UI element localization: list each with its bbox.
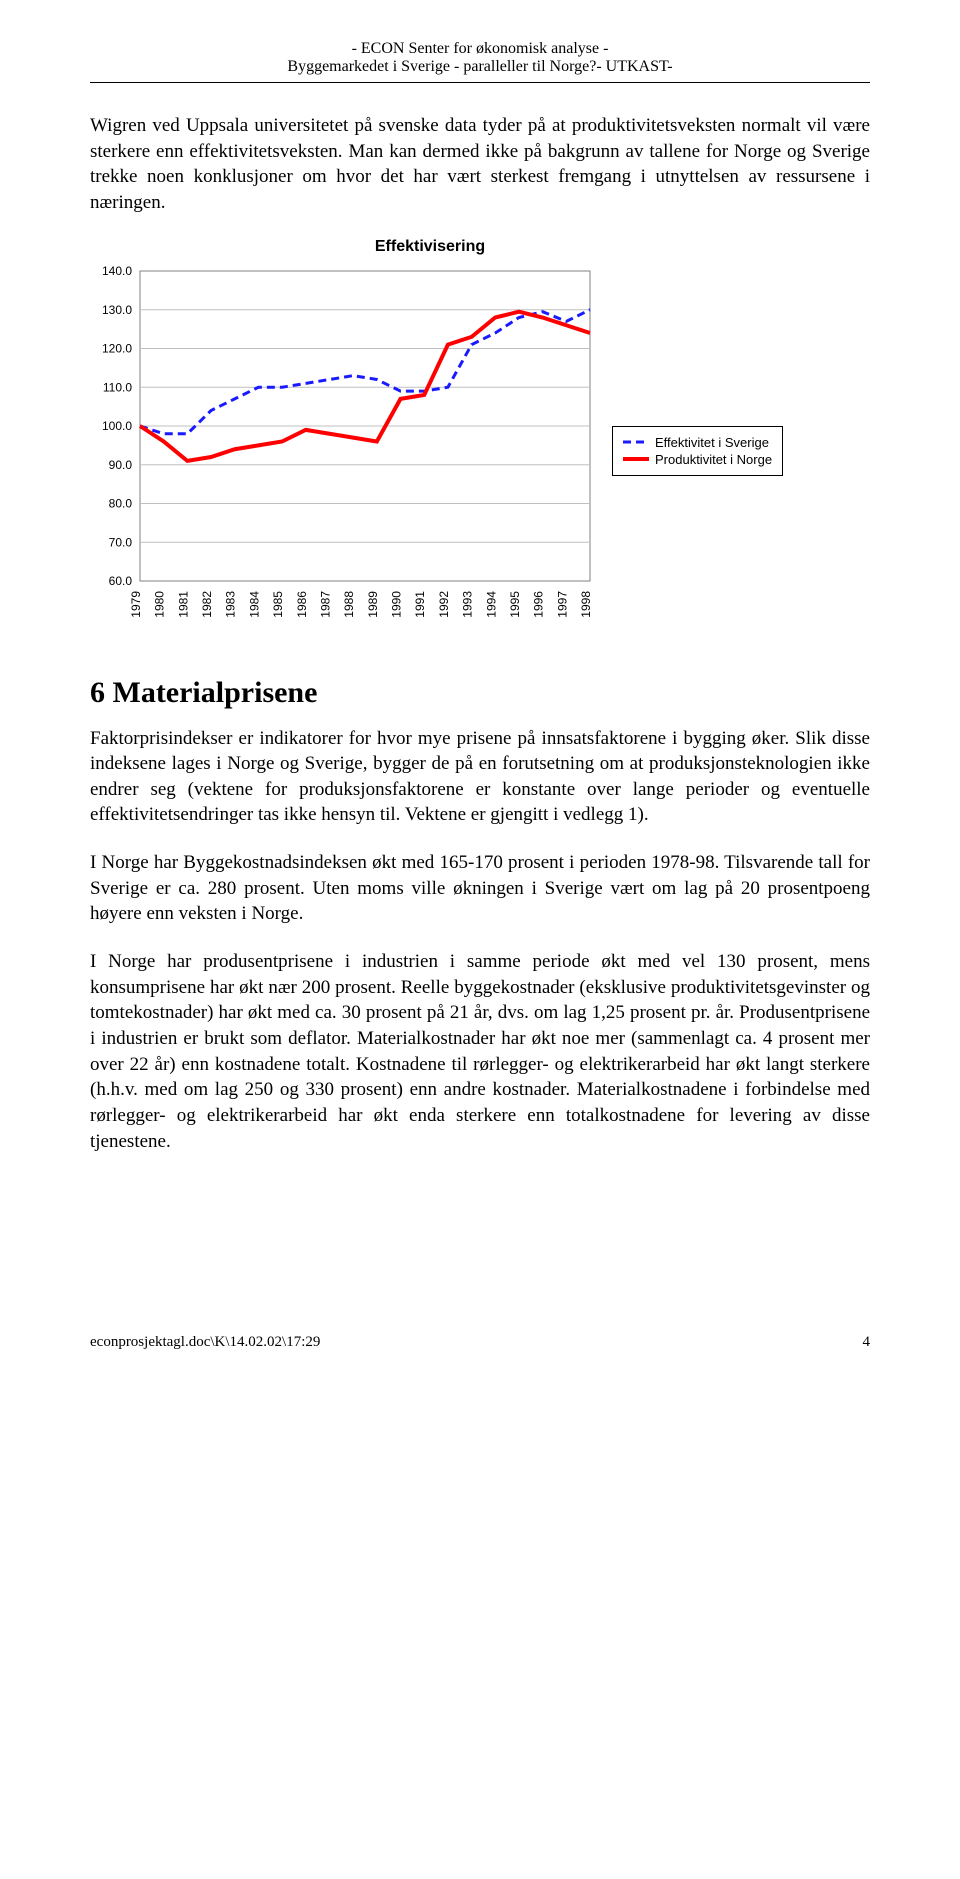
paragraph-3: I Norge har Byggekostnadsindeksen økt me… [90,850,870,927]
svg-text:1992: 1992 [437,590,451,617]
svg-text:1997: 1997 [555,590,569,617]
svg-text:1996: 1996 [532,590,546,617]
svg-text:70.0: 70.0 [109,535,133,549]
svg-text:90.0: 90.0 [109,457,133,471]
header-line-1: - ECON Senter for økonomisk analyse - [90,40,870,58]
svg-text:1980: 1980 [153,590,167,617]
effektivisering-chart: Effektivisering 60.070.080.090.0100.0110… [90,238,870,636]
svg-text:1994: 1994 [484,590,498,617]
svg-text:110.0: 110.0 [103,380,132,394]
section-number: 6 [90,676,105,709]
legend-item-sverige: Effektivitet i Sverige [623,435,772,450]
page-header: - ECON Senter for økonomisk analyse - By… [90,40,870,76]
svg-text:1987: 1987 [318,590,332,617]
footer-page: 4 [863,1334,871,1351]
svg-text:1991: 1991 [413,590,427,617]
footer-path: econprosjektagl.doc\K\14.02.02\17:29 [90,1334,320,1351]
svg-text:1988: 1988 [342,590,356,617]
legend-item-norge: Produktivitet i Norge [623,452,772,467]
legend-label-sverige: Effektivitet i Sverige [655,435,769,450]
svg-text:1986: 1986 [295,590,309,617]
svg-text:1979: 1979 [129,590,143,617]
svg-text:1985: 1985 [271,590,285,617]
svg-text:1998: 1998 [579,590,593,617]
svg-text:1982: 1982 [200,590,214,617]
paragraph-intro: Wigren ved Uppsala universitetet på sven… [90,113,870,216]
svg-text:120.0: 120.0 [102,341,132,355]
legend-label-norge: Produktivitet i Norge [655,452,772,467]
svg-text:1989: 1989 [366,590,380,617]
header-rule [90,82,870,83]
legend-swatch-norge [623,453,649,465]
paragraph-2: Faktorprisindekser er indikatorer for hv… [90,726,870,829]
paragraph-4: I Norge har produsentprisene i industrie… [90,949,870,1154]
svg-text:100.0: 100.0 [102,419,132,433]
chart-svg: 60.0 70.0 80.0 90.0 100.0 110.0 120.0 130.0 140.… [90,266,600,636]
legend-swatch-sverige [623,436,649,448]
svg-text:1983: 1983 [224,590,238,617]
chart-title: Effektivisering [0,238,870,256]
svg-text:60.0: 60.0 [109,574,133,588]
header-line-2: Byggemarkedet i Sverige - paralleller ti… [90,58,870,76]
svg-text:1990: 1990 [390,590,404,617]
chart-legend: Effektivitet i Sverige Produktivitet i N… [612,426,783,476]
section-title: Materialprisene [113,676,318,709]
svg-text:1993: 1993 [461,590,475,617]
svg-text:1981: 1981 [176,590,190,617]
svg-text:80.0: 80.0 [109,496,133,510]
svg-text:130.0: 130.0 [102,302,132,316]
svg-text:1984: 1984 [247,590,261,617]
svg-text:1995: 1995 [508,590,522,617]
page-footer: econprosjektagl.doc\K\14.02.02\17:29 4 [90,1334,870,1351]
section-heading: 6 Materialprisene [90,676,870,710]
svg-text:140.0: 140.0 [102,266,132,278]
